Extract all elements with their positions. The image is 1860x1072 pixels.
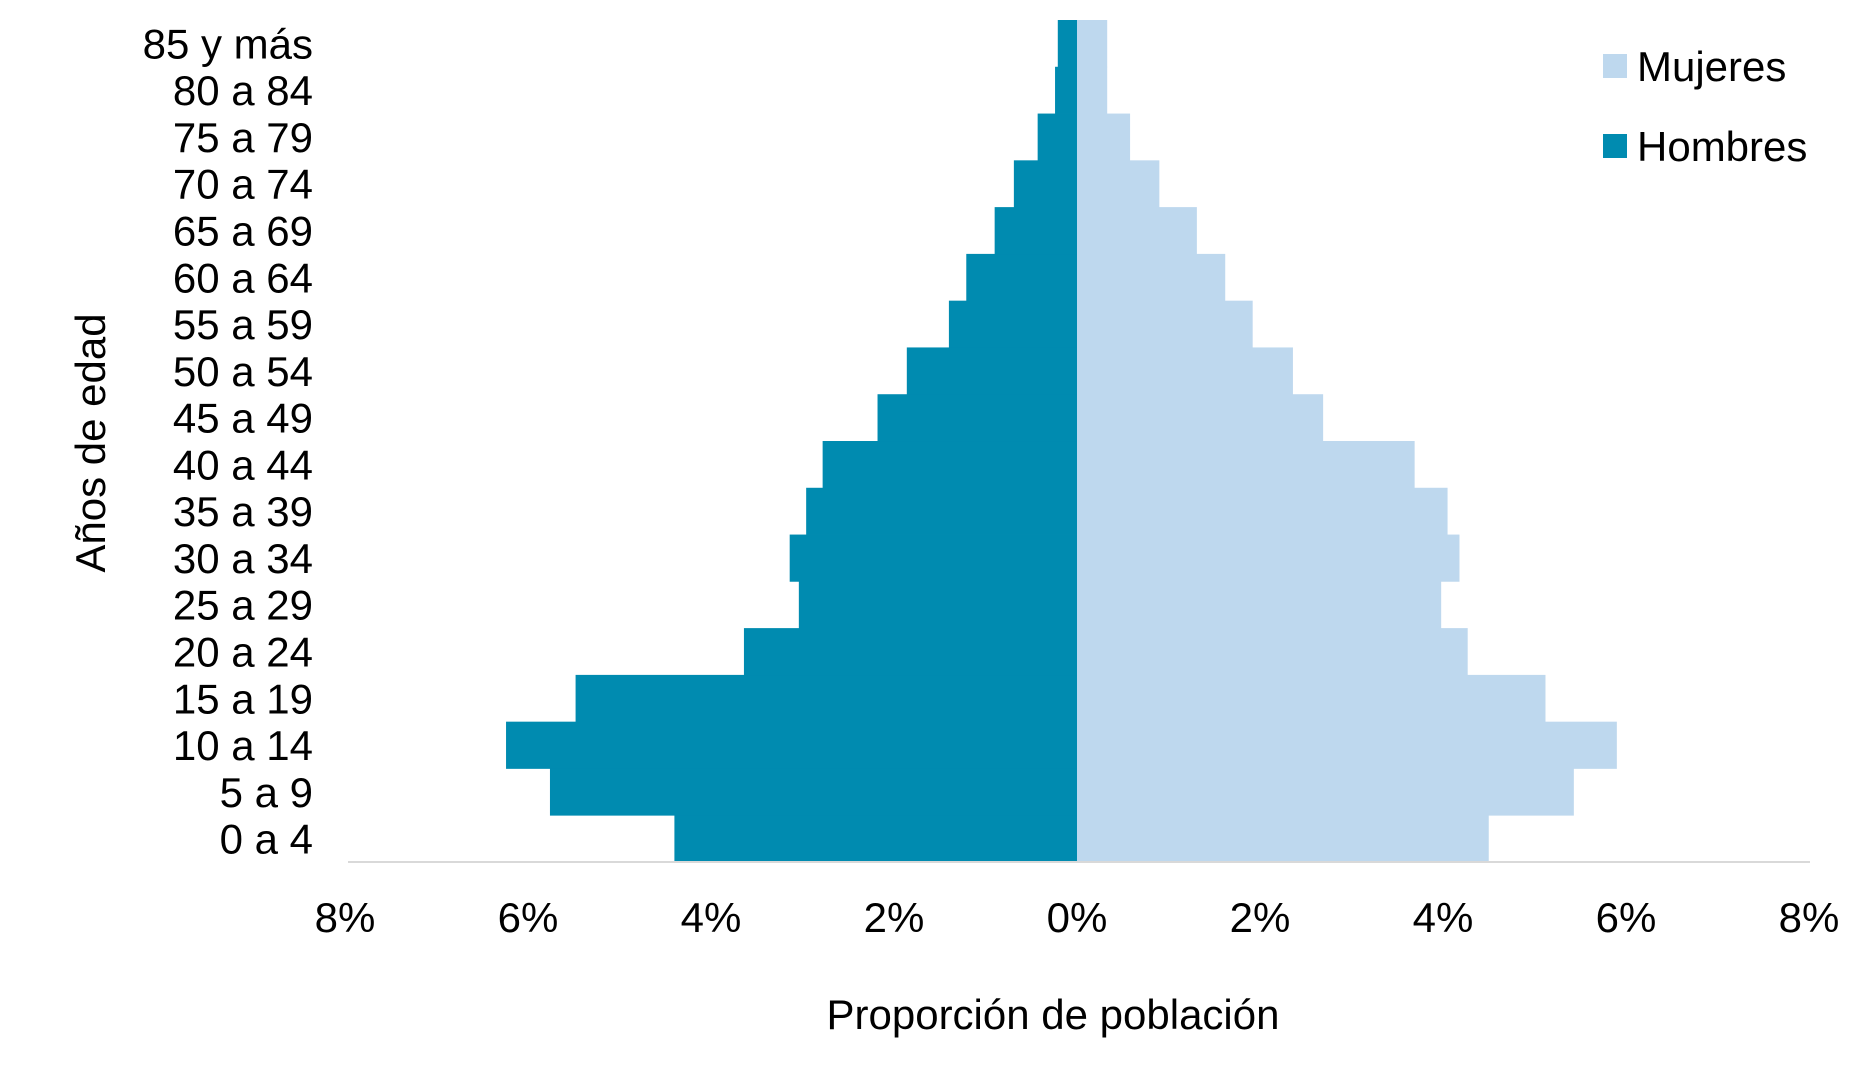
bar-mujeres-9 bbox=[1077, 394, 1324, 442]
y-tick-label: 80 a 84 bbox=[173, 67, 313, 114]
legend-swatch-mujeres bbox=[1603, 54, 1627, 78]
bar-mujeres-13 bbox=[1077, 207, 1197, 255]
y-axis-title: Años de edad bbox=[67, 313, 114, 572]
bar-hombres-17 bbox=[1057, 20, 1077, 68]
y-tick-label: 30 a 34 bbox=[173, 535, 313, 582]
bar-hombres-16 bbox=[1055, 66, 1077, 114]
x-tick-label: 4% bbox=[1413, 894, 1474, 941]
bar-mujeres-15 bbox=[1077, 113, 1131, 161]
y-tick-label: 5 a 9 bbox=[220, 769, 313, 816]
bar-hombres-0 bbox=[674, 815, 1077, 863]
bar-mujeres-4 bbox=[1077, 628, 1468, 676]
bar-hombres-7 bbox=[806, 487, 1077, 535]
y-tick-label: 70 a 74 bbox=[173, 161, 313, 208]
bar-hombres-10 bbox=[906, 347, 1077, 395]
bar-mujeres-1 bbox=[1077, 768, 1574, 816]
bar-mujeres-8 bbox=[1077, 441, 1415, 489]
y-tick-label: 45 a 49 bbox=[173, 395, 313, 442]
bar-mujeres-5 bbox=[1077, 581, 1442, 629]
x-axis-title: Proporción de población bbox=[827, 991, 1280, 1038]
legend-label-mujeres: Mujeres bbox=[1637, 43, 1786, 90]
bar-mujeres-3 bbox=[1077, 674, 1546, 723]
bar-hombres-9 bbox=[877, 394, 1077, 442]
bars-group bbox=[506, 20, 1617, 863]
y-tick-label: 65 a 69 bbox=[173, 208, 313, 255]
y-tick-label: 25 a 29 bbox=[173, 582, 313, 629]
bar-mujeres-0 bbox=[1077, 815, 1489, 863]
y-tick-label: 60 a 64 bbox=[173, 254, 313, 301]
x-tick-label: 0% bbox=[1047, 894, 1108, 941]
y-tick-label: 50 a 54 bbox=[173, 348, 313, 395]
x-tick-labels: 8% 6% 4% 2% 0% 2% 4% 6% 8% bbox=[315, 894, 1840, 941]
y-tick-label: 15 a 19 bbox=[173, 675, 313, 722]
bar-hombres-1 bbox=[549, 768, 1077, 816]
bar-mujeres-10 bbox=[1077, 347, 1293, 395]
bar-hombres-2 bbox=[506, 721, 1077, 769]
bar-hombres-13 bbox=[994, 207, 1077, 255]
bar-mujeres-16 bbox=[1077, 66, 1108, 114]
bar-mujeres-6 bbox=[1077, 534, 1460, 582]
bar-hombres-15 bbox=[1037, 113, 1077, 161]
bar-hombres-12 bbox=[966, 253, 1077, 302]
y-tick-label: 0 a 4 bbox=[220, 816, 313, 863]
bar-hombres-5 bbox=[798, 581, 1077, 629]
x-tick-label: 6% bbox=[498, 894, 559, 941]
bar-hombres-11 bbox=[948, 300, 1077, 348]
x-tick-label: 6% bbox=[1596, 894, 1657, 941]
bar-mujeres-12 bbox=[1077, 253, 1226, 302]
x-tick-label: 8% bbox=[315, 894, 376, 941]
legend-swatch-hombres bbox=[1603, 134, 1627, 158]
y-tick-label: 10 a 14 bbox=[173, 722, 313, 769]
y-tick-label: 40 a 44 bbox=[173, 441, 313, 488]
bar-hombres-3 bbox=[575, 674, 1077, 723]
legend-label-hombres: Hombres bbox=[1637, 123, 1807, 170]
bar-mujeres-11 bbox=[1077, 300, 1253, 348]
x-tick-label: 8% bbox=[1779, 894, 1840, 941]
bar-mujeres-7 bbox=[1077, 487, 1448, 535]
y-tick-label: 20 a 24 bbox=[173, 629, 313, 676]
bar-hombres-4 bbox=[743, 628, 1077, 676]
bar-hombres-6 bbox=[789, 534, 1077, 582]
y-tick-label: 35 a 39 bbox=[173, 488, 313, 535]
bar-hombres-14 bbox=[1013, 160, 1077, 208]
bar-mujeres-2 bbox=[1077, 721, 1617, 769]
legend: Mujeres Hombres bbox=[1603, 43, 1807, 170]
y-tick-label: 85 y más bbox=[143, 20, 313, 67]
bar-mujeres-14 bbox=[1077, 160, 1160, 208]
x-tick-label: 2% bbox=[864, 894, 925, 941]
bar-mujeres-17 bbox=[1077, 20, 1108, 68]
y-tick-label: 55 a 59 bbox=[173, 301, 313, 348]
x-tick-label: 4% bbox=[681, 894, 742, 941]
bar-hombres-8 bbox=[822, 441, 1077, 489]
x-tick-label: 2% bbox=[1230, 894, 1291, 941]
y-tick-label: 75 a 79 bbox=[173, 114, 313, 161]
